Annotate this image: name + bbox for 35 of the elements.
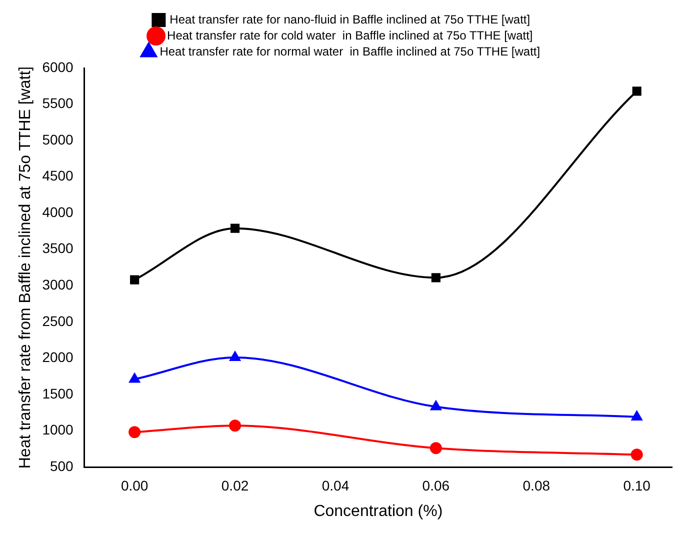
point [430, 442, 442, 454]
point [630, 448, 643, 461]
x-tick-label: 0.10 [623, 477, 651, 494]
y-tick-label: 1500 [42, 385, 74, 402]
y-tick-label: 1000 [42, 422, 74, 438]
y-tick-label: 4500 [42, 168, 74, 184]
legend-label: Heat transfer rate for cold water in Baffle inclined at 75o TTHE [watt] [167, 28, 533, 42]
x-tick-label: 0.08 [522, 477, 550, 494]
legend-label: Heat transfer rate for nano-fluid in Baffle inclined at 75o TTHE [watt] [170, 12, 530, 26]
y-tick-label: 2500 [42, 312, 74, 329]
point [130, 275, 140, 284]
point [431, 273, 440, 282]
legend-label: Heat transfer rate for normal water in Baffle inclined at 75o TTHE [watt] [160, 44, 540, 58]
point [632, 410, 642, 420]
y-tick-label: 3000 [42, 276, 74, 292]
x-axis-title: Concentration (%) [314, 502, 443, 520]
point [230, 224, 240, 233]
point [129, 373, 140, 383]
y-tick-label: 6000 [42, 58, 74, 75]
x-tick-label: 0.00 [120, 477, 148, 494]
y-tick-label: 2000 [42, 349, 74, 366]
y-tick-label: 5500 [42, 95, 74, 112]
point [128, 426, 141, 438]
point [430, 400, 442, 410]
y-axis-title: Heat transfer rate from Baffle inclined at 75o TTHE [watt] [17, 66, 34, 469]
y-tick-label: 500 [50, 458, 74, 474]
y-tick-label: 5000 [42, 131, 74, 148]
x-tick-label: 0.04 [322, 477, 350, 494]
x-tick-label: 0.02 [221, 477, 249, 494]
point [230, 351, 240, 361]
y-tick-label: 4000 [42, 204, 74, 220]
x-tick-label: 0.06 [422, 477, 450, 494]
point [632, 86, 642, 96]
point [229, 420, 242, 432]
y-tick-label: 3500 [42, 240, 74, 256]
